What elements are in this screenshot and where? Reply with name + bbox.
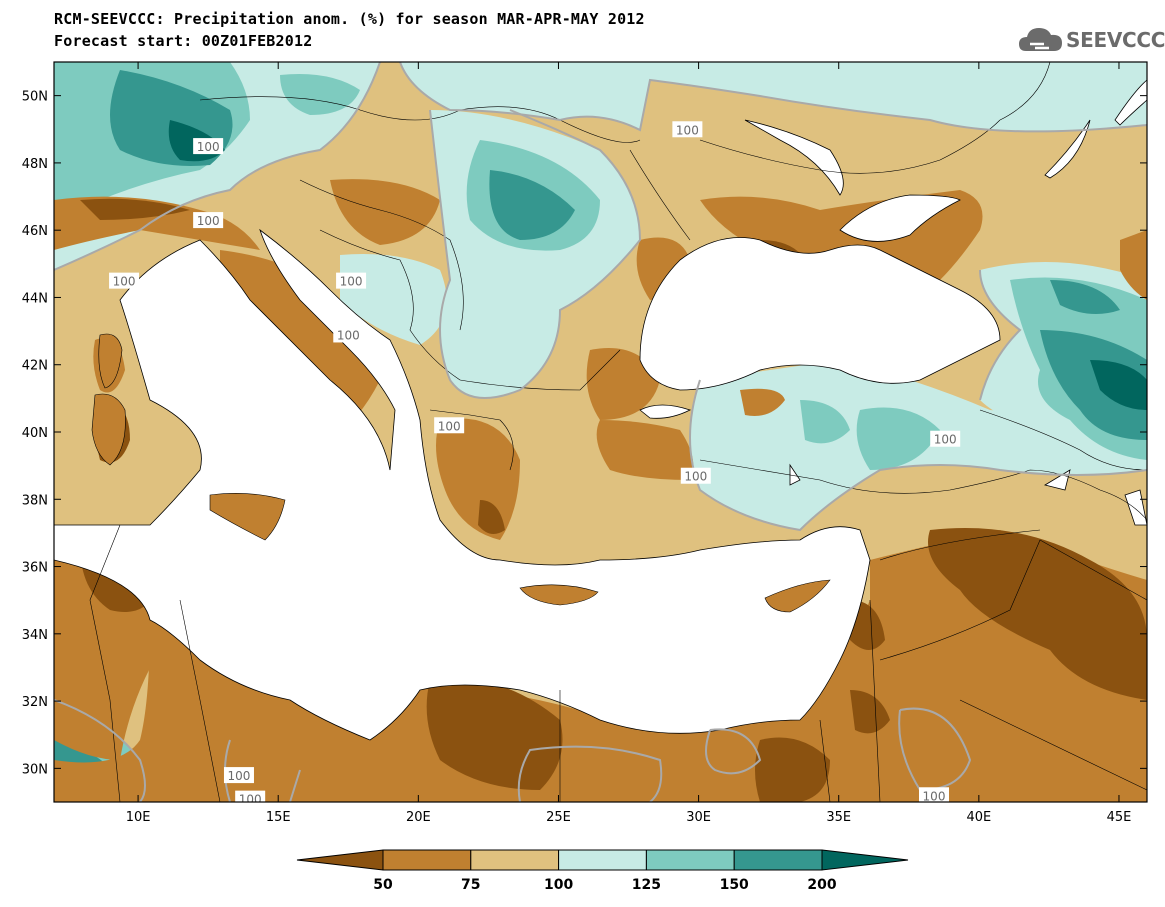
y-tick-label: 30N [22, 762, 48, 777]
y-tick-label: 46N [22, 224, 48, 239]
map-axes: 10E 15E 20E 25E 30E 35E 40E 45E 50N 48N 46N 44N 42N 4… [22, 62, 1147, 825]
island-sicily [209, 493, 286, 541]
sea-mask [54, 79, 1147, 741]
x-tick-label: 35E [826, 810, 851, 825]
x-tick-label: 40E [966, 810, 991, 825]
island-crete [519, 584, 599, 606]
contour-label-bg [434, 417, 465, 434]
contour-label: 100 [438, 419, 461, 433]
colorbar-label: 50 [373, 877, 393, 893]
islands [91, 333, 831, 613]
x-tick-label: 10E [126, 810, 151, 825]
colorbar: 50 75 100 125 150 200 [296, 849, 909, 893]
colorbar-upper-arrow [821, 849, 909, 871]
y-tick-label: 44N [22, 291, 48, 306]
y-tick-label: 42N [22, 359, 48, 374]
colorbar-label: 150 [720, 877, 749, 893]
y-tick-label: 38N [22, 493, 48, 508]
colorbar-label: 75 [461, 877, 480, 893]
contour-label: 100 [197, 140, 220, 154]
contour-lines [54, 62, 1147, 802]
x-tick-label: 15E [266, 810, 291, 825]
contour-label-bg [930, 430, 961, 447]
contour-label: 100 [228, 769, 251, 783]
contour-label: 100 [340, 275, 363, 289]
y-tick-label: 48N [22, 157, 48, 172]
contour-labels: 100 100 100 100 100 100 100 100 100 100 100 100 [109, 121, 961, 807]
contour-label: 100 [676, 123, 699, 137]
colorbar-lower-arrow [296, 849, 384, 871]
contour-label-bg [235, 790, 266, 802]
logo-text: SEEVCCC [1066, 28, 1165, 52]
contour-label: 100 [923, 789, 946, 803]
contour-label-bg [672, 121, 703, 138]
seevccc-logo: SEEVCCC [1018, 22, 1165, 56]
contour-label: 100 [239, 793, 262, 807]
x-tick-label: 45E [1107, 810, 1132, 825]
mediterranean-sea [54, 228, 871, 741]
y-tick-label: 40N [22, 426, 48, 441]
contour-label-bg [680, 467, 711, 484]
forecast-start-subtitle: Forecast start: 00Z01FEB2012 [54, 32, 313, 50]
x-tick-label: 25E [546, 810, 571, 825]
y-tick-label: 36N [22, 561, 48, 576]
black-sea [639, 237, 1001, 391]
colorbar-swatch [470, 849, 560, 871]
x-tick-label: 20E [406, 810, 431, 825]
contour-label-bg [336, 272, 367, 289]
contour-label-bg [193, 138, 224, 155]
colorbar-label: 100 [544, 877, 573, 893]
contour-label: 100 [197, 214, 220, 228]
contour-label-bg [333, 326, 364, 343]
colorbar-swatch [558, 849, 647, 871]
colorbar-swatch [645, 849, 735, 871]
country-borders [89, 62, 1147, 802]
y-tick-label: 34N [22, 628, 48, 643]
map-title: RCM-SEEVCCC: Precipitation anom. (%) for… [54, 10, 645, 28]
contour-label: 100 [684, 470, 707, 484]
colorbar-swatch [382, 849, 472, 871]
contour-label-bg [919, 787, 950, 802]
colorbar-label: 125 [632, 877, 661, 893]
map-plot-area: 100 100 100 100 100 100 100 100 100 100 100 100 [54, 62, 1147, 807]
island-cyprus [764, 579, 831, 613]
sea-of-azov [839, 194, 961, 242]
contour-label-bg [109, 272, 140, 289]
colorbar-label: 200 [807, 877, 836, 893]
y-tick-label: 50N [22, 90, 48, 105]
island-corsica [98, 333, 123, 389]
contour-label: 100 [934, 433, 957, 447]
contour-label: 100 [113, 275, 136, 289]
y-tick-label: 32N [22, 695, 48, 710]
contour-label-bg [193, 212, 224, 229]
cloud-icon [1019, 28, 1062, 51]
contour-label-bg [223, 767, 254, 784]
contour-label: 100 [337, 328, 360, 342]
x-tick-label: 30E [686, 810, 711, 825]
island-sardinia [91, 393, 126, 466]
colorbar-swatch [733, 849, 823, 871]
